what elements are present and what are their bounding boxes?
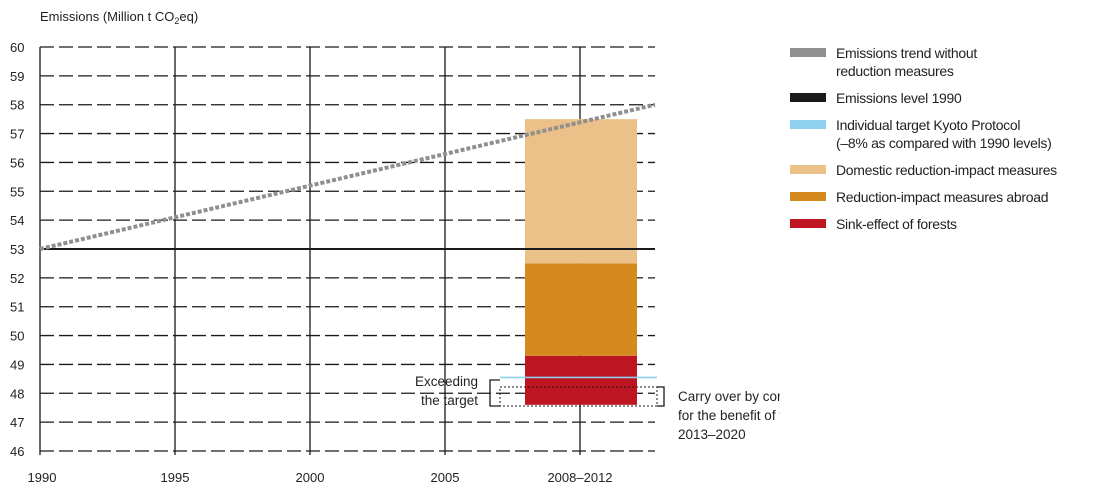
annotation-carry-over-text: Carry over by companies: [678, 389, 780, 404]
legend-item-domestic: Domestic reduction-impact measures: [790, 161, 1090, 179]
legend-swatch-target: [790, 120, 826, 129]
y-tick-label: 56: [10, 155, 24, 170]
y-tick-label: 47: [10, 415, 24, 430]
legend-label-forests: Sink-effect of forests: [836, 215, 957, 233]
bar-segment-abroad: [525, 263, 637, 356]
exceeding-bracket: [489, 379, 500, 407]
carry-over-bracket: [657, 386, 665, 407]
trend-line: [39, 102, 656, 251]
stacked-bar-2008-2012: [525, 119, 637, 405]
annotation-exceeding-text: the target: [421, 393, 478, 408]
axis-ticks: 60 59 58 57 56 55 54 53 52 51 50 49 48 47 46 1990 1995 20…: [10, 40, 613, 485]
emissions-chart: Emissions (Million t CO2eq) 60 59 58 57 56 55…: [10, 9, 780, 485]
annotations: Exceeding the target Carry over by compani…: [415, 374, 780, 442]
legend-swatch-trend: [790, 48, 826, 57]
legend: Emissions trend without reduction measure…: [790, 44, 1090, 242]
y-tick-label: 49: [10, 357, 24, 372]
legend-item-level: Emissions level 1990: [790, 89, 1090, 107]
legend-label-line: Sink-effect of forests: [836, 216, 957, 232]
legend-swatch-forests: [790, 219, 826, 228]
bar-segment-domestic: [525, 119, 637, 264]
legend-label-abroad: Reduction-impact measures abroad: [836, 188, 1048, 206]
y-tick-label: 46: [10, 444, 24, 459]
legend-label-target: Individual target Kyoto Protocol (–8% as …: [836, 116, 1052, 152]
legend-label-level: Emissions level 1990: [836, 89, 962, 107]
legend-item-target: Individual target Kyoto Protocol (–8% as …: [790, 116, 1090, 152]
y-tick-label: 48: [10, 386, 24, 401]
legend-item-forests: Sink-effect of forests: [790, 215, 1090, 233]
y-tick-label: 50: [10, 329, 24, 344]
reference-lines: [39, 102, 657, 379]
x-tick-label: 2005: [431, 470, 460, 485]
y-axis-title: Emissions (Million t CO2eq): [40, 9, 198, 26]
legend-label-line: Individual target Kyoto Protocol: [836, 117, 1021, 133]
y-tick-label: 54: [10, 213, 24, 228]
legend-swatch-domestic: [790, 165, 826, 174]
legend-label-line: Reduction-impact measures abroad: [836, 189, 1049, 205]
y-tick-label: 51: [10, 300, 24, 315]
x-tick-label: 2000: [296, 470, 325, 485]
x-tick-label: 2008–2012: [547, 470, 612, 485]
legend-label-trend: Emissions trend without reduction measure…: [836, 44, 977, 80]
legend-swatch-level: [790, 93, 826, 102]
y-tick-label: 55: [10, 184, 24, 199]
y-tick-label: 57: [10, 127, 24, 142]
y-tick-label: 58: [10, 98, 24, 113]
legend-item-abroad: Reduction-impact measures abroad: [790, 188, 1090, 206]
legend-label-line: Domestic reduction-impact measures: [836, 162, 1057, 178]
legend-label-line: Emissions level 1990: [836, 90, 962, 106]
y-tick-label: 52: [10, 271, 24, 286]
bar-segment-forests: [525, 355, 637, 405]
annotation-exceeding-text: Exceeding: [415, 374, 478, 389]
legend-label-line: Emissions trend without: [836, 45, 977, 61]
legend-label-line: reduction measures: [836, 63, 954, 79]
y-tick-label: 59: [10, 69, 24, 84]
y-tick-label: 60: [10, 40, 24, 55]
legend-label-line: (–8% as compared with 1990 levels): [836, 135, 1052, 151]
x-tick-label: 1995: [161, 470, 190, 485]
legend-swatch-abroad: [790, 192, 826, 201]
x-tick-label: 1990: [28, 470, 57, 485]
annotation-carry-over-text: for the benefit of the period: [678, 408, 780, 423]
annotation-carry-over-text: 2013–2020: [678, 427, 746, 442]
legend-item-trend: Emissions trend without reduction measure…: [790, 44, 1090, 80]
y-tick-label: 53: [10, 242, 24, 257]
legend-label-domestic: Domestic reduction-impact measures: [836, 161, 1057, 179]
